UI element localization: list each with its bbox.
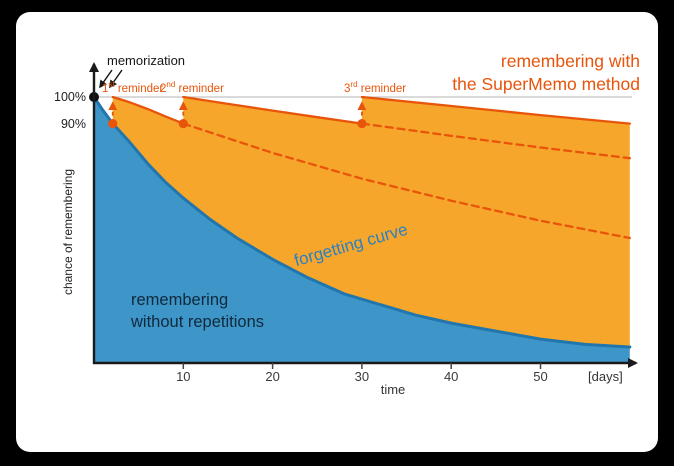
chart-card bbox=[16, 12, 658, 452]
